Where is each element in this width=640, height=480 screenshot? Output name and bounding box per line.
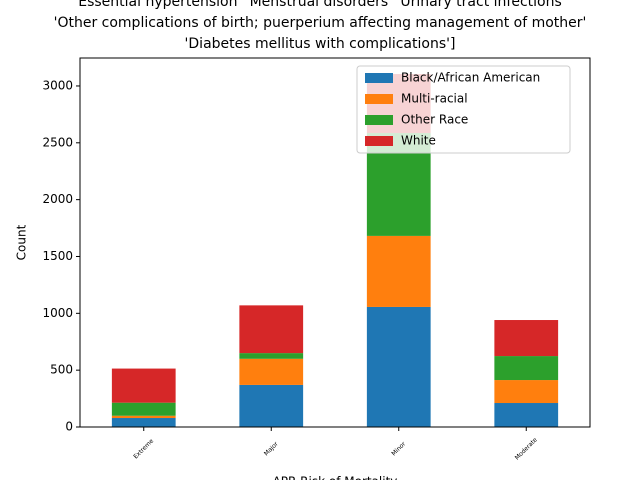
bar-segment [239,384,304,427]
legend-label: Multi-racial [401,92,468,106]
bar-segment [494,356,559,381]
bar-segment [111,402,176,416]
y-tick-label: 500 [50,363,73,377]
legend-label: Other Race [401,113,468,127]
chart-title: 'Essential hypertension' 'Menstrual diso… [74,0,565,10]
legend-box [356,65,571,154]
chart-title: 'Diabetes mellitus with complications'] [185,36,456,52]
bar-segment [239,353,304,359]
y-tick-label: 3000 [42,78,73,92]
legend-swatch [365,94,393,104]
bar-segment [366,235,431,307]
legend-swatch [365,115,393,125]
chart-title: 'Other complications of birth; puerperiu… [54,15,587,31]
legend-swatch [365,73,393,83]
y-tick-label: 2000 [42,192,73,206]
legend-label: White [401,134,436,148]
bar-segment [494,320,559,357]
legend-swatch [365,136,393,146]
y-tick-label: 0 [65,420,73,434]
plot-frame [79,57,591,428]
y-tick-label: 2500 [42,135,73,149]
y-tick-label: 1500 [42,249,73,263]
y-axis-label: Count [15,224,29,260]
bar-segment [111,415,176,419]
bar-segment [111,368,176,403]
bar-segment [494,380,559,404]
y-tick-label: 1000 [42,306,73,320]
legend-label: Black/African American [401,71,540,85]
x-axis-label: APR Risk of Mortality [273,475,398,480]
bar-segment [239,305,304,354]
bar-segment [111,418,176,427]
bar-segment [366,306,431,427]
bar-segment [239,358,304,385]
bar-segment [494,403,559,427]
